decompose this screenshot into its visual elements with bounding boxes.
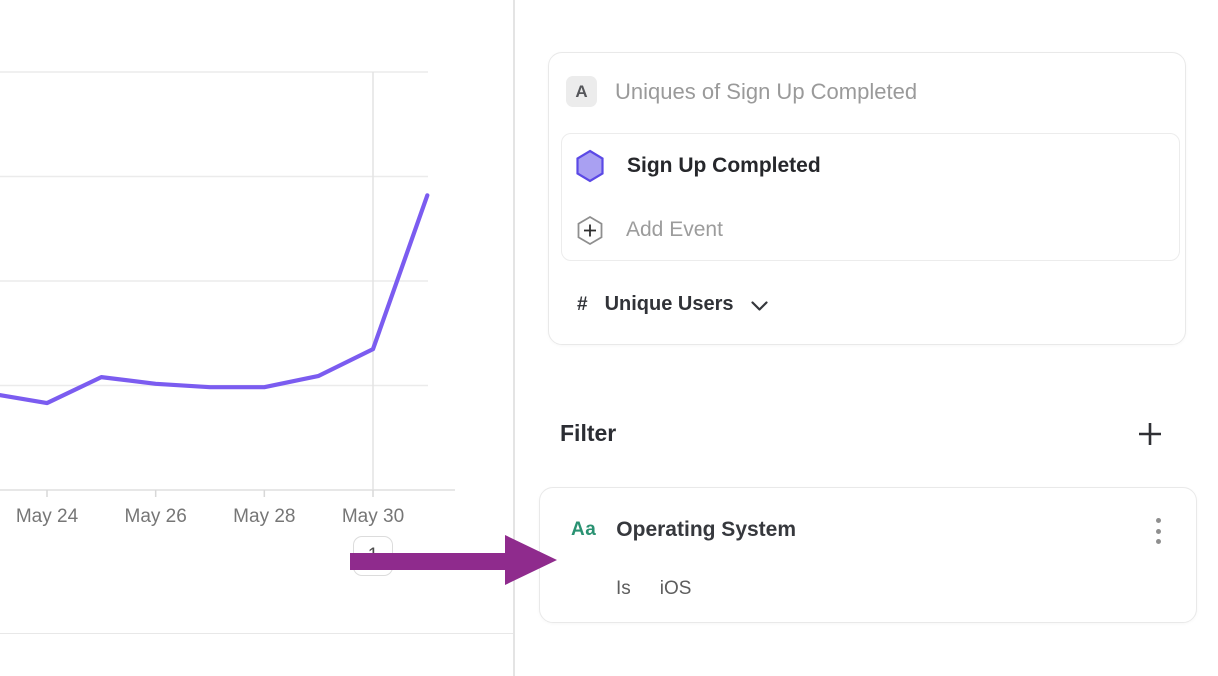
string-property-type-icon: Aa (571, 519, 597, 540)
metrics-card: A Uniques of Sign Up Completed Sign Up C… (548, 52, 1186, 345)
add-filter-button[interactable] (1136, 420, 1164, 448)
kebab-dot (1155, 528, 1161, 534)
filter-card: Aa Operating System Is iOS (539, 487, 1197, 623)
event-name: Sign Up Completed (627, 154, 821, 177)
event-row[interactable]: Sign Up Completed (562, 134, 1179, 198)
svg-text:May 30: May 30 (342, 506, 404, 527)
event-card: Sign Up Completed Add Event (561, 133, 1180, 261)
add-event-label: Add Event (626, 218, 723, 241)
series-letter-badge[interactable]: A (566, 76, 597, 107)
filter-property-name: Operating System (616, 518, 797, 541)
series-title: Uniques of Sign Up Completed (615, 78, 918, 104)
series-letter: A (575, 81, 588, 101)
line-chart: May 24 May 26 May 28 May 30 (0, 71, 455, 527)
vertical-pane-divider (513, 0, 515, 676)
svg-text:May 24: May 24 (16, 506, 79, 527)
add-event-hexagon-plus-icon (577, 215, 603, 245)
filter-condition-row: Is iOS (616, 578, 691, 600)
kebab-dot (1155, 539, 1161, 544)
annotation-arrow (350, 535, 557, 585)
plus-icon (1139, 423, 1161, 445)
filter-property-row[interactable]: Aa Operating System (571, 516, 796, 544)
measurement-dropdown[interactable]: # Unique Users (577, 293, 768, 316)
svg-text:May 26: May 26 (125, 506, 187, 527)
filter-options-kebab-menu[interactable] (1153, 518, 1163, 544)
kebab-dot (1155, 518, 1161, 523)
series-header: A Uniques of Sign Up Completed (566, 76, 917, 107)
filter-operator[interactable]: Is (616, 578, 631, 599)
filter-section-heading: Filter (560, 420, 617, 446)
svg-text:May 28: May 28 (233, 506, 295, 527)
event-hexagon-icon (576, 149, 604, 183)
chevron-down-icon (750, 300, 768, 311)
add-event-button[interactable]: Add Event (562, 198, 1179, 262)
filter-value[interactable]: iOS (659, 578, 692, 599)
measurement-label: Unique Users (604, 293, 734, 315)
hash-icon: # (577, 293, 588, 315)
chart-section-divider (0, 633, 513, 634)
